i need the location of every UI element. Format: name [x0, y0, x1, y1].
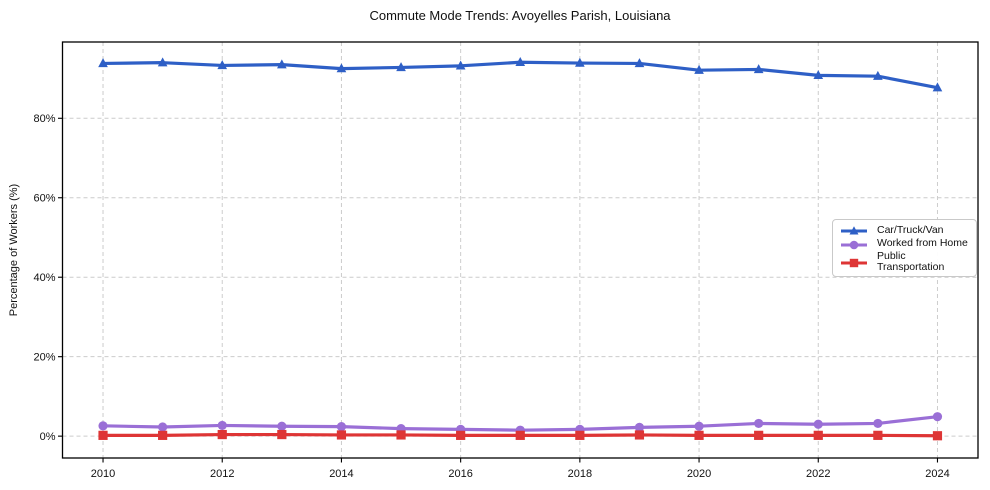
data-point-marker	[515, 430, 525, 440]
x-tick-label: 2018	[568, 468, 592, 480]
data-point-marker	[158, 430, 168, 440]
y-tick-label: 20%	[33, 351, 55, 363]
legend: Car/Truck/Van Worked from Home Public Tr…	[832, 219, 977, 277]
data-point-marker	[158, 422, 168, 432]
y-tick-label: 60%	[33, 193, 55, 205]
legend-marker-triangle-icon	[839, 224, 869, 236]
data-point-marker	[455, 60, 466, 70]
data-point-marker	[754, 430, 764, 440]
legend-swatch-line	[841, 240, 867, 249]
data-point-marker	[873, 418, 883, 429]
data-point-marker	[873, 70, 883, 80]
data-point-marker	[396, 62, 406, 72]
data-point-marker	[98, 430, 108, 440]
data-point-marker	[336, 422, 347, 432]
legend-label: Car/Truck/Van	[877, 223, 944, 236]
data-point-marker	[932, 431, 943, 441]
data-point-marker	[98, 58, 108, 68]
data-point-marker	[813, 70, 824, 80]
legend-swatch-line	[841, 258, 867, 267]
legend-item-public-transportation: Public Transportation	[839, 251, 970, 272]
data-point-marker	[575, 57, 585, 67]
data-point-marker	[336, 63, 347, 73]
x-tick-label: 2012	[210, 468, 234, 480]
data-point-marker	[694, 421, 704, 431]
data-point-marker	[932, 82, 943, 92]
data-point-marker	[515, 56, 526, 66]
axes-frame	[61, 41, 979, 459]
x-tick-label: 2014	[329, 468, 353, 480]
y-tick-label: 80%	[33, 113, 55, 125]
data-point-marker	[277, 429, 287, 440]
legend-label: Worked from Home	[877, 237, 968, 250]
data-point-marker	[634, 422, 645, 433]
data-point-marker	[754, 418, 764, 429]
data-point-marker	[694, 430, 704, 440]
data-point-marker	[694, 64, 704, 74]
data-point-marker	[277, 421, 287, 431]
data-point-marker	[157, 57, 168, 67]
chart-title: Commute Mode Trends: Avoyelles Parish, L…	[369, 8, 671, 23]
legend-label: Public Transportation	[877, 250, 945, 273]
data-point-marker	[634, 58, 645, 68]
data-point-marker	[813, 419, 823, 429]
data-point-marker	[873, 430, 883, 440]
series-line-car-truck-van	[101, 60, 940, 90]
data-point-marker	[932, 412, 943, 422]
data-point-marker	[336, 430, 347, 440]
data-point-marker	[98, 421, 108, 431]
data-point-marker	[217, 420, 227, 431]
data-point-marker	[217, 60, 228, 70]
data-point-marker	[396, 430, 406, 440]
x-tick-label: 2016	[448, 468, 472, 480]
x-tick-label: 2022	[806, 468, 830, 480]
legend-item-worked-from-home: Worked from Home	[839, 238, 970, 250]
data-point-marker	[217, 429, 227, 440]
x-tick-label: 2020	[687, 468, 711, 480]
y-tick-label: 40%	[33, 272, 55, 284]
legend-marker-square-icon	[839, 256, 869, 268]
data-point-marker	[277, 59, 287, 69]
legend-item-car-truck-van: Car/Truck/Van	[839, 224, 970, 236]
x-tick-label: 2010	[91, 468, 115, 480]
legend-swatch-line	[841, 225, 867, 235]
x-tick-label: 2024	[925, 468, 949, 480]
y-tick-label: 0%	[40, 431, 56, 443]
data-point-marker	[456, 430, 466, 440]
data-point-marker	[575, 430, 585, 440]
data-point-marker	[753, 64, 764, 74]
legend-marker-circle-icon	[839, 238, 869, 250]
data-point-marker	[813, 430, 823, 440]
data-point-marker	[634, 430, 645, 440]
